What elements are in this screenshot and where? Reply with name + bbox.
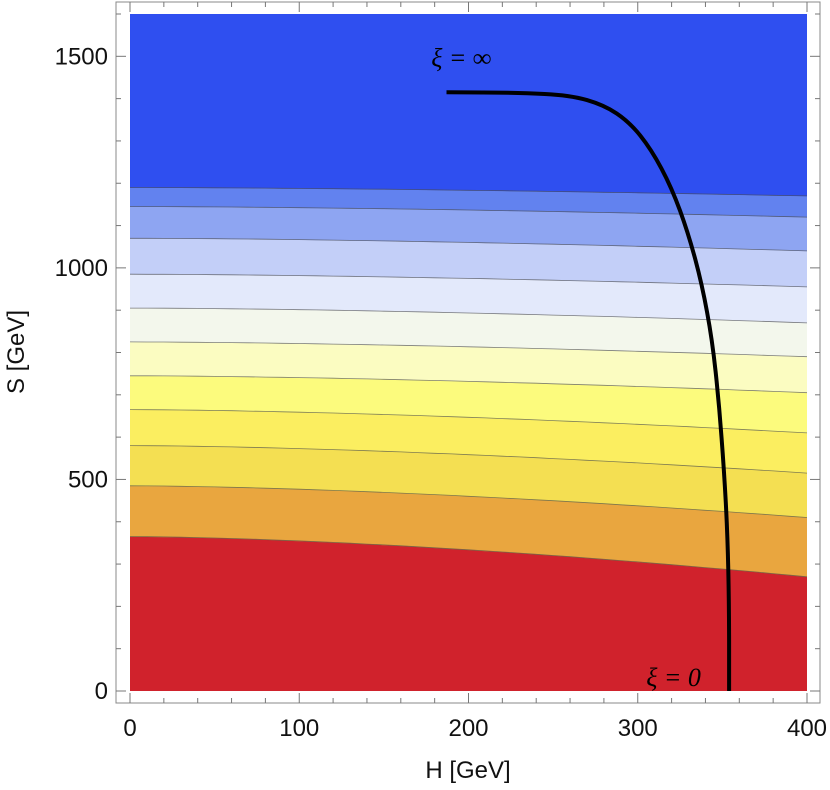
- contour-line: [130, 307, 807, 324]
- contour-line: [130, 187, 807, 197]
- annotation-xi-infinity: ξ = ∞: [431, 43, 491, 72]
- contour-line: [130, 375, 807, 394]
- x-tick-label: 200: [448, 715, 488, 742]
- y-tick-label: 1500: [55, 43, 108, 70]
- contour-line: [130, 409, 807, 434]
- x-tick-label: 400: [787, 715, 827, 742]
- contour-line: [130, 341, 807, 358]
- contour-line: [130, 445, 807, 474]
- y-axis-label: S [GeV]: [3, 310, 30, 394]
- x-tick-label: 100: [279, 715, 319, 742]
- y-tick-label: 500: [68, 466, 108, 493]
- contour-lines: [130, 187, 807, 578]
- contour-line: [130, 536, 807, 578]
- x-ticks: 0 100 200 300 400: [123, 2, 827, 742]
- annotation-xi-zero: ξ = 0: [646, 663, 701, 692]
- y-ticks: 0 500 1000 1500: [55, 13, 820, 705]
- contour-line: [130, 206, 807, 218]
- contour-bands: [130, 14, 807, 691]
- x-tick-label: 300: [618, 715, 658, 742]
- y-tick-label: 1000: [55, 255, 108, 282]
- xi-curve: [446, 90, 732, 691]
- contour-line: [130, 273, 807, 288]
- y-tick-label: 0: [95, 678, 108, 705]
- x-axis-label: H [GeV]: [425, 757, 510, 784]
- contour-line: [130, 485, 807, 518]
- x-tick-label: 0: [123, 715, 136, 742]
- contour-band: [130, 14, 807, 197]
